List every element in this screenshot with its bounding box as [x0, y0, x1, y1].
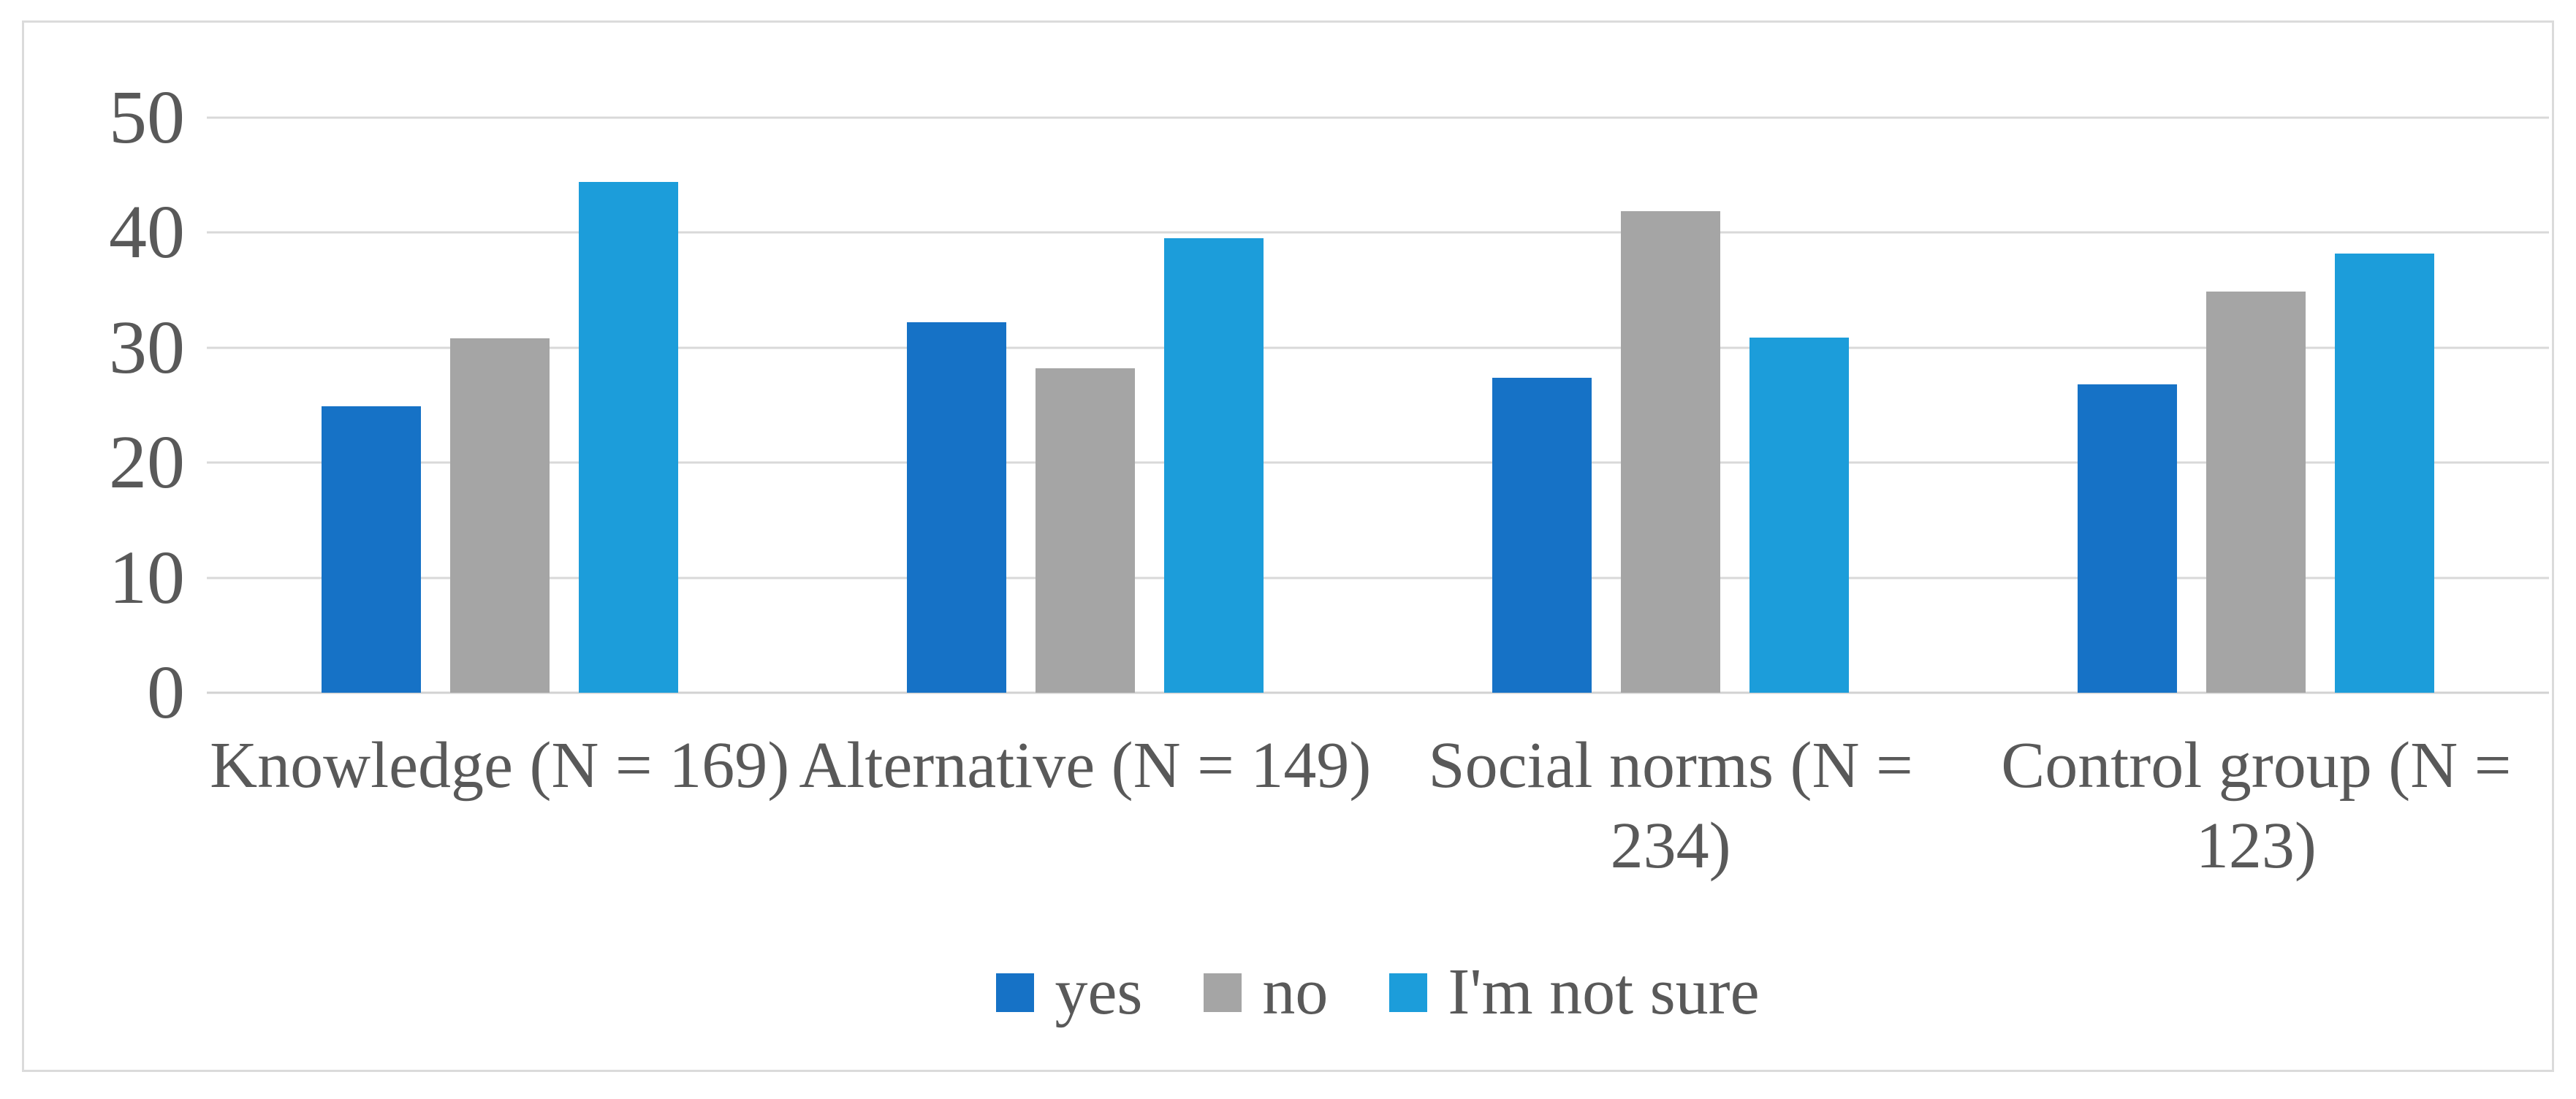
- category-label-line: Knowledge (N = 169): [210, 729, 790, 802]
- bar-group: [792, 118, 1378, 693]
- y-tick-label: 20: [109, 420, 185, 505]
- legend-item: I'm not sure: [1389, 956, 1760, 1028]
- bar-yes: [1492, 377, 1592, 693]
- figure-frame: 0 10 20 30 40 50 Knowledge (N = 169) Alternati…: [22, 20, 2554, 1072]
- legend-swatch-yes: [996, 973, 1035, 1012]
- legend-item: no: [1204, 959, 1328, 1025]
- bar-group: [1964, 118, 2549, 693]
- bar-i-m-not-sure: [578, 182, 678, 693]
- gridline: [207, 577, 2549, 579]
- plot-area: [207, 116, 2549, 694]
- bar-i-m-not-sure: [2335, 253, 2435, 693]
- gridline: [207, 346, 2549, 349]
- y-tick-label: 40: [109, 190, 185, 275]
- legend-label: no: [1262, 956, 1329, 1028]
- bar-yes: [906, 322, 1006, 693]
- category-label-line: Alternative (N = 149): [799, 729, 1372, 802]
- legend-swatch-i-m-not-sure: [1389, 973, 1428, 1012]
- gridline: [207, 231, 2549, 234]
- y-tick-label: 30: [109, 305, 185, 389]
- bar-group: [207, 118, 792, 693]
- x-axis-category-labels: Knowledge (N = 169) Alternative (N = 149)…: [207, 726, 2549, 886]
- y-tick-label: 50: [109, 75, 185, 159]
- bar-yes: [321, 406, 421, 693]
- bar-i-m-not-sure: [1749, 337, 1850, 693]
- bar-no: [1035, 368, 1135, 693]
- gridline: [207, 116, 2549, 119]
- bar-i-m-not-sure: [1163, 238, 1264, 693]
- legend-label: yes: [1055, 956, 1143, 1028]
- bar-yes: [2078, 384, 2178, 693]
- gridline: [207, 461, 2549, 464]
- category-label-line: 123): [2195, 809, 2317, 882]
- legend: yes no I'm not sure: [207, 959, 2549, 1025]
- legend-swatch-no: [1204, 973, 1242, 1012]
- bar-group: [1378, 118, 1964, 693]
- legend-item: yes: [996, 959, 1142, 1025]
- legend-label: I'm not sure: [1448, 956, 1760, 1028]
- category-label-line: 234): [1610, 809, 1731, 882]
- bar-chart: 0 10 20 30 40 50 Knowledge (N = 169) Alternati…: [24, 23, 2552, 1070]
- y-tick-label: 10: [109, 535, 185, 620]
- bar-no: [2206, 291, 2306, 693]
- category-label: Control group (N = 123): [1964, 726, 2549, 886]
- category-label-line: Control group (N =: [2001, 729, 2512, 802]
- bars-layer: [207, 118, 2549, 693]
- y-tick-label: 0: [147, 650, 185, 734]
- category-label: Social norms (N = 234): [1378, 726, 1964, 886]
- bar-no: [1621, 210, 1721, 693]
- bar-no: [449, 338, 550, 693]
- category-label: Alternative (N = 149): [792, 726, 1378, 886]
- x-axis-baseline: [207, 691, 2549, 694]
- category-label: Knowledge (N = 169): [207, 726, 792, 886]
- category-label-line: Social norms (N =: [1428, 729, 1913, 802]
